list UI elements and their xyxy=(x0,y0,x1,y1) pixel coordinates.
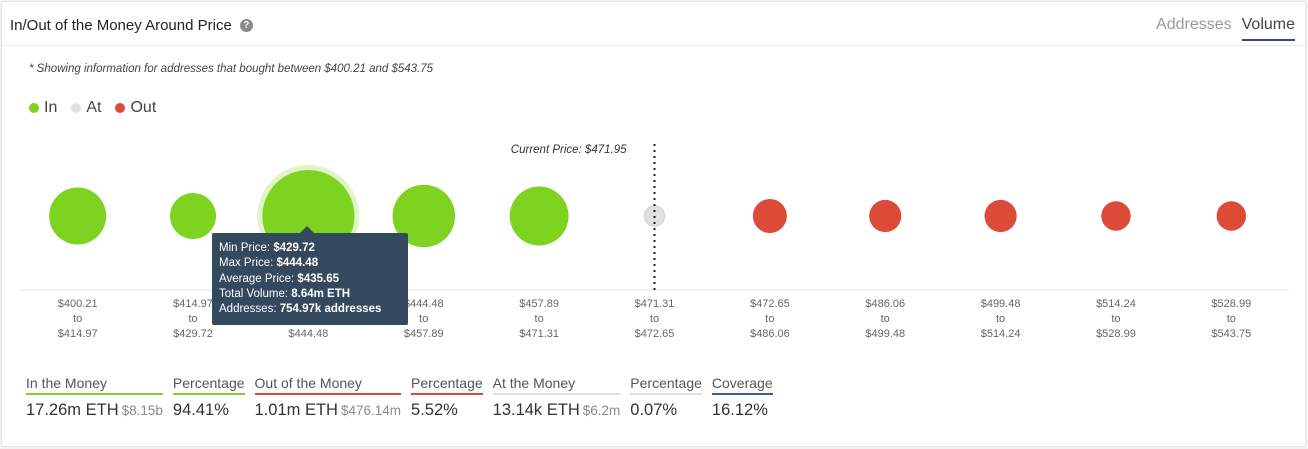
tooltip-max-price: Max Price: $444.48 xyxy=(219,257,319,270)
bubble-tooltip: Min Price: $429.72 Max Price: $444.48 Av… xyxy=(212,226,408,325)
stat-coverage: Coverage 16.12% xyxy=(711,375,773,420)
legend-label-in: In xyxy=(44,99,58,116)
x-tick-label: $400.21 xyxy=(58,298,98,310)
x-tick-label: $514.24 xyxy=(981,328,1021,340)
chart-title-row: In/Out of the Money Around Price ? xyxy=(10,17,253,34)
summary-stats: In the Money 17.26m ETH $8.15b Percentage… xyxy=(26,375,783,420)
bubble-3[interactable] xyxy=(392,184,456,248)
bubble-7[interactable] xyxy=(869,199,902,233)
stat-at-the-money: At the Money 13.14k ETH $6.2m xyxy=(492,375,621,420)
x-tick-label: $528.99 xyxy=(1096,328,1136,340)
x-tick-label: to xyxy=(1227,313,1236,325)
stat-value: 0.07% xyxy=(630,401,678,419)
bubble-6[interactable] xyxy=(752,198,787,234)
x-tick-label: to xyxy=(765,313,774,325)
tab-volume[interactable]: Volume xyxy=(1241,16,1295,41)
legend-dot-in-icon xyxy=(29,103,39,113)
x-tick-label: to xyxy=(1111,313,1120,325)
tooltip-addresses: Addresses: 754.97k addresses xyxy=(219,303,382,316)
tooltip-min-price: Min Price: $429.72 xyxy=(219,242,315,254)
bubble-10[interactable] xyxy=(1216,201,1247,231)
x-tick-label: $472.65 xyxy=(635,328,675,340)
header-divider xyxy=(2,45,1305,46)
legend-label-at: At xyxy=(86,99,102,116)
x-tick-label: to xyxy=(881,313,890,325)
stat-label: Percentage xyxy=(172,375,245,395)
x-tick-label: $486.06 xyxy=(750,328,790,340)
legend-dot-out-icon xyxy=(115,103,126,113)
stat-label: At the Money xyxy=(492,375,621,395)
x-tick-label: to xyxy=(188,313,197,325)
x-tick-label: $471.31 xyxy=(635,298,675,310)
legend-label-out: Out xyxy=(130,99,157,116)
tooltip-total-volume: Total Volume: 8.64m ETH xyxy=(219,287,351,300)
chart-legend: In At Out xyxy=(29,99,156,117)
stat-label: Out of the Money xyxy=(254,375,402,395)
bubble-0[interactable] xyxy=(49,187,107,245)
help-icon[interactable]: ? xyxy=(239,19,253,32)
bubble-8[interactable] xyxy=(984,199,1017,233)
view-tabs: Addresses Volume xyxy=(1156,16,1295,41)
x-tick-label: $414.97 xyxy=(173,298,213,310)
x-tick-label: $457.89 xyxy=(519,298,559,310)
range-note: * Showing information for addresses that… xyxy=(29,63,434,75)
stat-at-percentage: Percentage 0.07% xyxy=(630,375,702,420)
stat-value: 16.12% xyxy=(711,401,768,419)
stat-label: Coverage xyxy=(711,375,773,395)
x-tick-label: $457.89 xyxy=(404,328,444,340)
stat-value: 94.41% xyxy=(172,401,229,419)
x-tick-label: to xyxy=(650,313,659,325)
chart-title: In/Out of the Money Around Price xyxy=(10,17,232,34)
stat-value: 5.52% xyxy=(411,401,458,419)
stat-in-percentage: Percentage 94.41% xyxy=(172,375,245,420)
legend-item-at[interactable]: At xyxy=(71,99,101,117)
x-tick-label: to xyxy=(73,313,82,325)
x-tick-label: $444.48 xyxy=(404,298,444,310)
x-tick-label: $528.99 xyxy=(1211,298,1251,310)
tooltip-average-price: Average Price: $435.65 xyxy=(219,272,339,285)
tooltip-arrow xyxy=(300,226,314,233)
stat-label: Percentage xyxy=(630,375,702,395)
stat-label: Percentage xyxy=(411,375,483,395)
stat-out-percentage: Percentage 5.52% xyxy=(411,375,483,420)
x-tick-label: $486.06 xyxy=(865,298,905,310)
bubble-1[interactable] xyxy=(170,193,217,239)
x-tick-label: $429.72 xyxy=(173,328,213,340)
stat-in-the-money: In the Money 17.26m ETH $8.15b xyxy=(26,375,163,420)
stat-value: 1.01m ETH $476.14m xyxy=(254,401,402,419)
x-tick-label: $499.48 xyxy=(981,298,1021,310)
x-tick-label: $444.48 xyxy=(289,328,329,340)
bubble-4[interactable] xyxy=(509,186,569,246)
x-tick-label: $414.97 xyxy=(58,328,98,340)
x-tick-label: $514.24 xyxy=(1096,298,1136,310)
legend-item-in[interactable]: In xyxy=(29,99,57,117)
x-tick-label: to xyxy=(996,313,1005,325)
stat-value: 17.26m ETH $8.15b xyxy=(26,401,163,419)
legend-item-out[interactable]: Out xyxy=(115,99,156,117)
x-tick-label: $472.65 xyxy=(750,298,790,310)
x-tick-label: $499.48 xyxy=(865,328,905,340)
tab-addresses[interactable]: Addresses xyxy=(1156,16,1232,33)
legend-dot-at-icon xyxy=(71,103,82,113)
x-tick-label: $543.75 xyxy=(1211,328,1251,340)
current-price-label: Current Price: $471.95 xyxy=(511,144,627,156)
stat-value: 13.14k ETH $6.2m xyxy=(492,401,621,419)
x-tick-label: $471.31 xyxy=(519,328,559,340)
x-tick-label: to xyxy=(419,313,428,325)
bubble-9[interactable] xyxy=(1101,201,1131,231)
stat-label: In the Money xyxy=(26,375,163,395)
x-tick-label: to xyxy=(535,313,544,325)
iomap-chart: $400.21to$414.97$414.97to$429.72$429.72t… xyxy=(20,144,1289,340)
stat-out-of-the-money: Out of the Money 1.01m ETH $476.14m xyxy=(254,375,402,420)
